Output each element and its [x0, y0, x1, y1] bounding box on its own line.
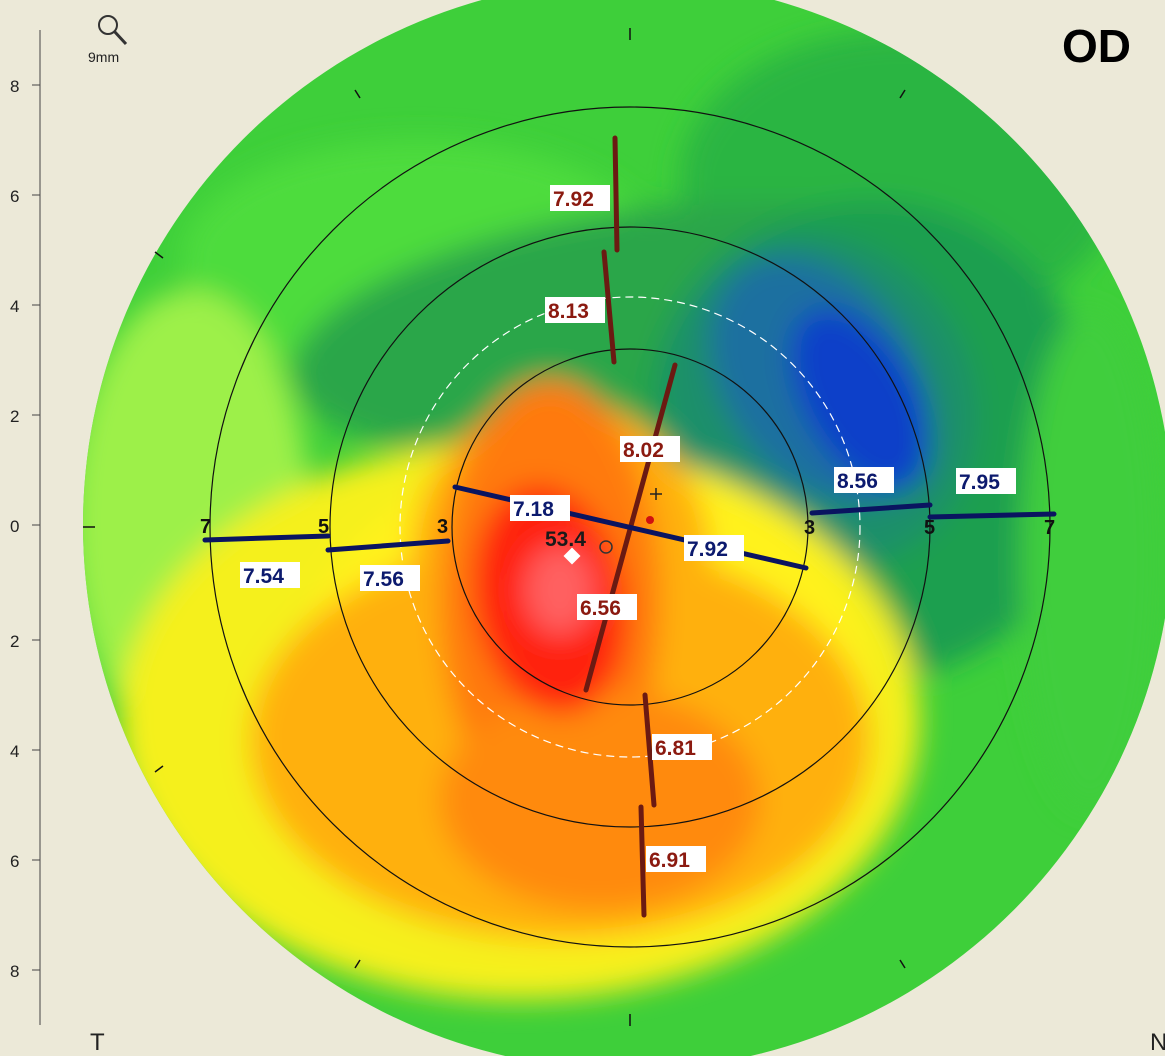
axis-ticks [32, 84, 40, 971]
axis-tick-label: 4 [10, 297, 19, 316]
pupil-center-marker [599, 540, 613, 554]
svg-text:7.18: 7.18 [513, 498, 554, 521]
measurement-label: 6.81 [652, 734, 712, 760]
measurement-label: 8.02 [620, 436, 680, 462]
measurement-label: 7.92 [684, 535, 744, 561]
outer-ticks [83, 28, 906, 1026]
center-value: 53.4 [545, 528, 586, 551]
axis-tick-label: 2 [10, 407, 19, 426]
magnifier-icon [98, 15, 128, 46]
ring-number-right-7: 7 [1044, 517, 1055, 539]
axis-tick-label: 0 [10, 517, 19, 536]
zoom-button[interactable]: 9mm [88, 15, 128, 65]
svg-text:7.54: 7.54 [243, 565, 284, 588]
zone-rings [209, 106, 1051, 948]
apex-marker [563, 547, 581, 565]
axis-tick-label: 4 [10, 742, 19, 761]
svg-text:6.81: 6.81 [655, 737, 696, 760]
measurement-label: 7.18 [510, 495, 570, 521]
ring-number-left-7: 7 [200, 516, 211, 538]
axis-tick-label: 6 [10, 852, 19, 871]
vertical-axis: 8 6 4 2 0 2 4 6 8 [10, 30, 41, 1025]
ring-number-left-3: 3 [437, 516, 448, 538]
ring-number-right-5: 5 [924, 517, 935, 539]
svg-text:6.91: 6.91 [649, 849, 690, 872]
measurement-label: 7.95 [956, 468, 1016, 494]
svg-text:8.02: 8.02 [623, 439, 664, 462]
axis-tick-label: 8 [10, 77, 19, 96]
ring-numbers: 7 5 3 3 5 7 [200, 516, 1055, 539]
svg-text:8.13: 8.13 [548, 300, 589, 323]
ring-number-right-3: 3 [804, 517, 815, 539]
measurement-label: 8.13 [545, 297, 605, 323]
meridian-lines [202, 135, 1057, 918]
measurement-label: 6.56 [577, 594, 637, 620]
crosshair-marker [650, 488, 662, 500]
measurement-label: 7.56 [360, 565, 420, 591]
eye-label: OD [1062, 20, 1131, 72]
ring-number-left-5: 5 [318, 516, 329, 538]
svg-text:7.92: 7.92 [687, 538, 728, 561]
axis-tick-label: 6 [10, 187, 19, 206]
svg-text:7.56: 7.56 [363, 568, 404, 591]
svg-text:7.95: 7.95 [959, 471, 1000, 494]
axis-tick-label: 8 [10, 962, 19, 981]
axis-tick-label: 2 [10, 632, 19, 651]
zoom-label: 9mm [88, 49, 119, 65]
center-markers: 53.4 [545, 488, 662, 565]
measurement-label: 7.92 [550, 185, 610, 211]
measurement-labels: 7.92 8.13 8.02 6.56 6.81 6.91 7.18 7.56 [240, 185, 1016, 872]
measurement-label: 7.54 [240, 562, 300, 588]
svg-text:6.56: 6.56 [580, 597, 621, 620]
measurement-label: 6.91 [646, 846, 706, 872]
svg-text:8.56: 8.56 [837, 470, 878, 493]
nasal-label: N [1150, 1029, 1165, 1056]
measurement-label: 8.56 [834, 467, 894, 493]
temporal-label: T [90, 1029, 105, 1056]
svg-text:7.92: 7.92 [553, 188, 594, 211]
vertex-dot [646, 516, 654, 524]
